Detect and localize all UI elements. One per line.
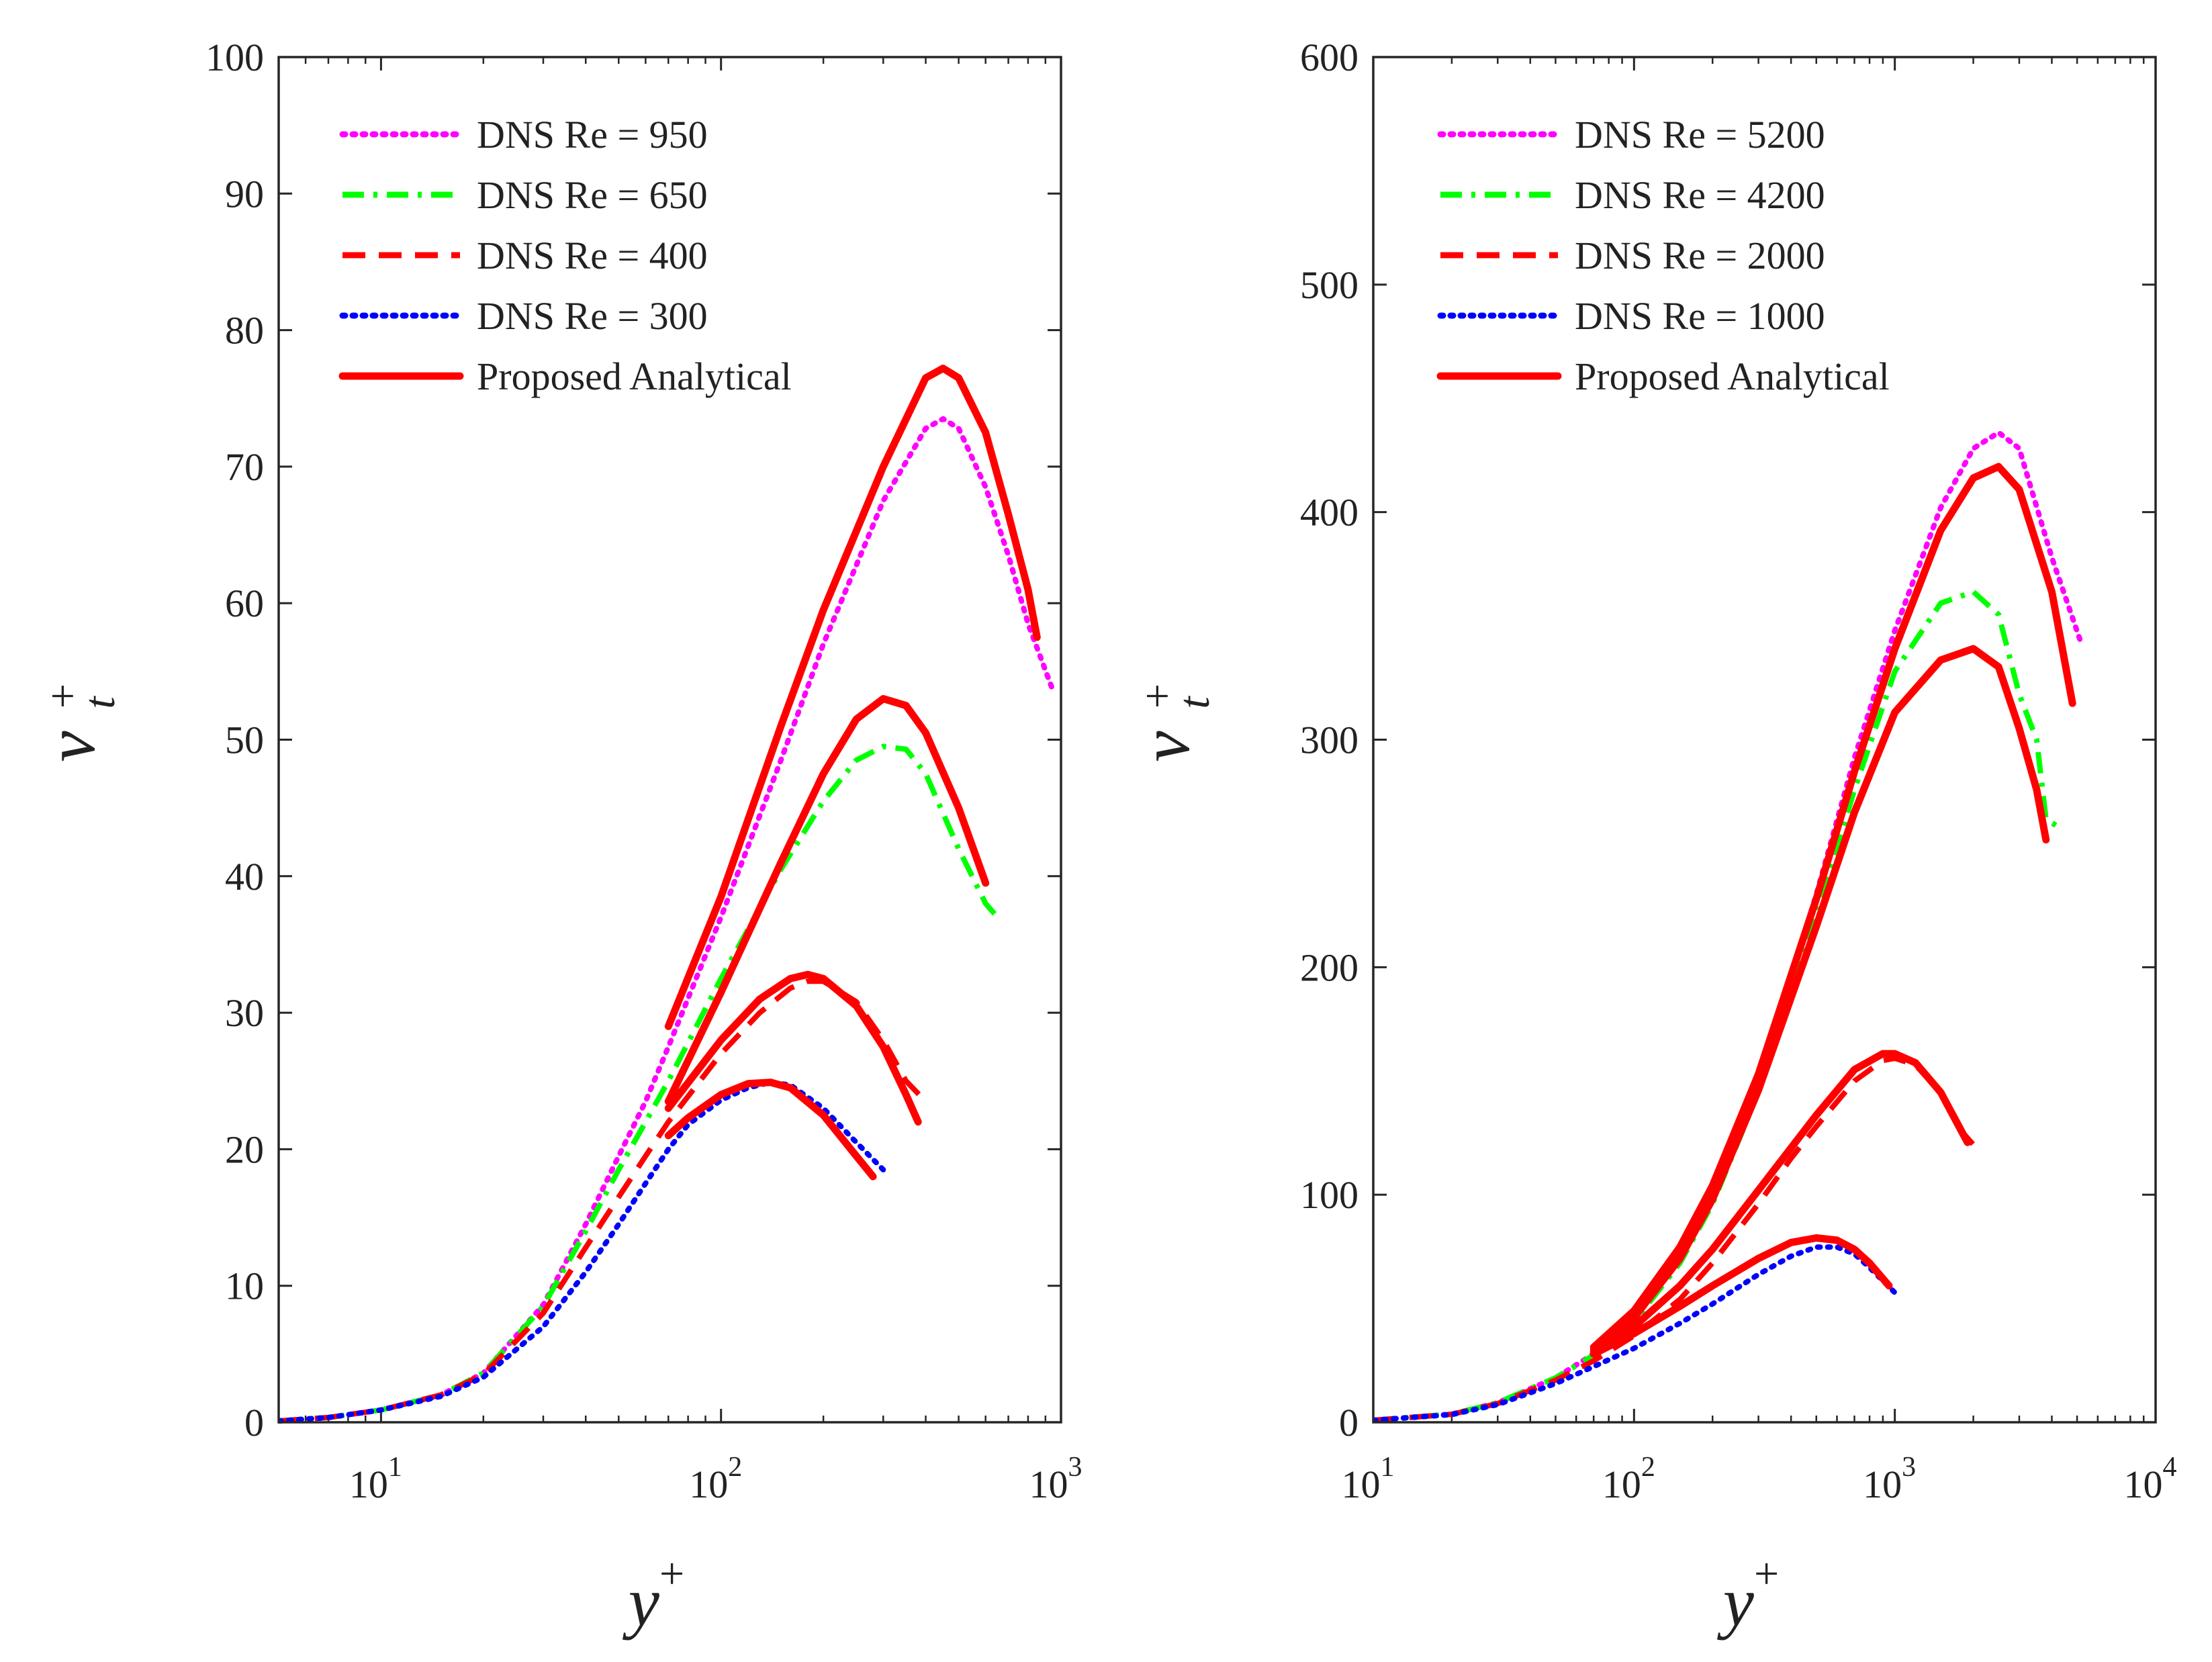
right-ylabel-base: ν — [1127, 731, 1204, 762]
left-ytick-label: 50 — [225, 719, 264, 762]
left-ylabel-base: ν — [32, 731, 109, 762]
right-ylabel-sub: t — [1170, 696, 1219, 709]
left-series-proposed-analytical-segment-4 — [664, 1078, 877, 1181]
right-legend-label: DNS Re = 4200 — [1575, 173, 1825, 217]
right-legend-label: DNS Re = 1000 — [1575, 294, 1825, 338]
left-ytick-label: 0 — [244, 1401, 264, 1444]
right-series-dns-re-1000-line — [1373, 1244, 1898, 1423]
right-ylabel-sup: + — [1133, 684, 1182, 708]
left-ytick-label: 60 — [225, 582, 264, 625]
left-ytick-label: 10 — [225, 1264, 264, 1308]
right-series-proposed-analytical-segment-1 — [1589, 463, 2076, 1351]
left-ytick-label: 20 — [225, 1127, 264, 1171]
right-ylabel: ν +t — [1127, 684, 1219, 762]
right-legend-label: Proposed Analytical — [1575, 355, 1890, 398]
left-xlabel: y+ — [623, 1549, 684, 1641]
left-ylabel: ν +t — [32, 684, 124, 762]
right-ytick-label: 300 — [1300, 719, 1358, 762]
right-legend-label: DNS Re = 2000 — [1575, 234, 1825, 277]
left-series-proposed-analytical-segment-3 — [664, 970, 922, 1126]
left-axes-box — [277, 56, 1062, 1424]
left-legend-label: DNS Re = 400 — [477, 234, 708, 277]
left-series-proposed-analytical-segment-1 — [664, 365, 1041, 1030]
right-series-group — [1373, 430, 2084, 1423]
right-series-proposed-analytical-segment-2 — [1589, 645, 2050, 1354]
right-series-proposed-analytical-segment-4 — [1589, 1234, 1893, 1358]
left-legend-label: DNS Re = 650 — [477, 173, 708, 217]
left-ylabel-sup: + — [38, 684, 87, 708]
left-ytick-label: 70 — [225, 445, 264, 489]
left-ytick-label: 100 — [205, 36, 264, 79]
right-legend-label: DNS Re = 5200 — [1575, 113, 1825, 156]
right-ytick-label: 200 — [1300, 945, 1358, 989]
left-ytick-label: 30 — [225, 991, 264, 1035]
left-series-proposed-analytical-segment-2 — [664, 695, 990, 1105]
left-ylabel-sub: t — [75, 696, 124, 709]
left-legend-label: DNS Re = 300 — [477, 294, 708, 338]
left-legend-label: DNS Re = 950 — [477, 113, 708, 156]
right-legend: DNS Re = 5200 DNS Re = 4200 DNS Re = 2000 D… — [1436, 113, 1890, 398]
right-ytick-label: 400 — [1300, 491, 1358, 535]
left-series-group — [279, 365, 1056, 1424]
left-ytick-label: 80 — [225, 309, 264, 353]
right-ytick-label: 0 — [1339, 1401, 1358, 1444]
right-ytick-label: 600 — [1300, 36, 1358, 79]
right-ytick-label: 100 — [1300, 1173, 1358, 1217]
left-ytick-label: 90 — [225, 172, 264, 216]
left-ytick-label: 40 — [225, 855, 264, 898]
left-legend: DNS Re = 950 DNS Re = 650 DNS Re = 400 DNS … — [338, 113, 792, 398]
right-axes-box — [1372, 56, 2157, 1424]
right-series-proposed-analytical-segment-3 — [1589, 1050, 1972, 1356]
left-legend-label: Proposed Analytical — [477, 355, 792, 398]
right-ytick-label: 500 — [1300, 263, 1358, 307]
